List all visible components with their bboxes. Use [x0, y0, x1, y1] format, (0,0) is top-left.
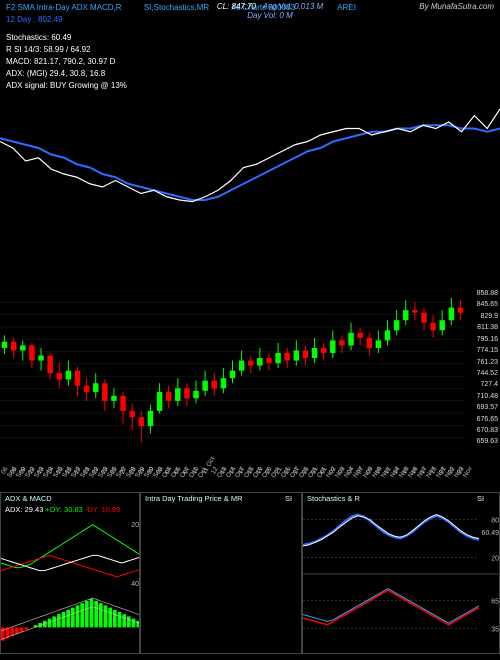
svg-text:20: 20 — [131, 522, 139, 529]
day-value: 0 M — [279, 11, 292, 20]
root: F2 SMA Intra-Day ADX MACD,R SI,Stochasti… — [0, 0, 500, 660]
svg-text:80: 80 — [491, 518, 499, 525]
svg-text:60.49: 60.49 — [481, 530, 499, 537]
adx-label: ADX: (MGI) 29.4, 30.8, 16.8 — [6, 68, 356, 80]
p2-title-b: SI — [285, 494, 292, 503]
p1-chart: 40 20 — [1, 493, 140, 654]
price-tick: 845.65 — [465, 301, 500, 312]
cl-value: 847.70 — [232, 2, 256, 11]
watermark: By MunafaSutra.com — [419, 2, 494, 11]
stoch-rsi-panel: Stochastics & R SI 80 20 60.49 65 35 — [302, 492, 500, 654]
stoch-label: Stochastics: 60.49 — [6, 32, 356, 44]
price-tick: 676.65 — [465, 416, 500, 427]
candlestick-chart — [0, 290, 465, 450]
p1-sub: ADX: 29.43 +DY: 30.83 -DY: 16.89 — [5, 505, 120, 514]
svg-text:20: 20 — [491, 555, 499, 562]
p3-title-a: Stochastics & R — [307, 494, 360, 503]
header-center: CL: 847.70 Avg Vol: 0.013 M Day Vol: 0 M — [200, 2, 340, 20]
p3-title-b: SI — [477, 494, 484, 503]
hdr-line1-sym: AREI — [337, 3, 356, 12]
svg-text:40: 40 — [131, 581, 139, 588]
price-tick: 693.57 — [465, 404, 500, 415]
panel-row: ADX & MACD ADX: 29.43 +DY: 30.83 -DY: 16… — [0, 492, 500, 654]
price-tick: 710.48 — [465, 393, 500, 404]
price-tick: 727.4 — [465, 381, 500, 392]
price-tick: 670.83 — [465, 427, 500, 438]
price-tick: 744.52 — [465, 370, 500, 381]
macd-label: MACD: 821.17, 790.2, 30.97 D — [6, 56, 356, 68]
price-tick: 659.63 — [465, 438, 500, 449]
price-tick: 795.16 — [465, 336, 500, 347]
price-tick: 858.88 — [465, 290, 500, 301]
price-tick: 761.23 — [465, 359, 500, 370]
adx-signal-label: ADX signal: BUY Growing @ 13% — [6, 80, 356, 92]
p2-title-a: Intra Day Trading Price & MR — [145, 494, 243, 503]
svg-text:65: 65 — [491, 599, 499, 606]
p3-chart: 80 20 60.49 65 35 — [303, 493, 500, 654]
adx-macd-panel: ADX & MACD ADX: 29.43 +DY: 30.83 -DY: 16… — [0, 492, 140, 654]
top-line-chart — [0, 96, 500, 226]
rsi-label: R SI 14/3: 58.99 / 64.92 — [6, 44, 356, 56]
intraday-panel: Intra Day Trading Price & MR SI — [140, 492, 302, 654]
price-tick: 811.38 — [465, 324, 500, 335]
p1-title: ADX & MACD — [5, 494, 52, 503]
avg-label: Avg Vol: — [263, 2, 292, 11]
cl-label: CL: — [217, 2, 229, 11]
day-label: Day Vol: — [247, 11, 277, 20]
svg-text:35: 35 — [491, 626, 499, 633]
price-tick: 829.9 — [465, 313, 500, 324]
price-tick: 774.15 — [465, 347, 500, 358]
hdr-line1-left: F2 SMA Intra-Day ADX MACD,R — [6, 3, 122, 12]
date-axis: 06 Sep08 Sep09 Sep12 Sep13 Sep14 Sep15 S… — [0, 454, 465, 484]
avg-value: 0.013 M — [294, 2, 323, 11]
price-axis: 858.88845.65829.9811.38795.16774.15761.2… — [465, 290, 500, 450]
